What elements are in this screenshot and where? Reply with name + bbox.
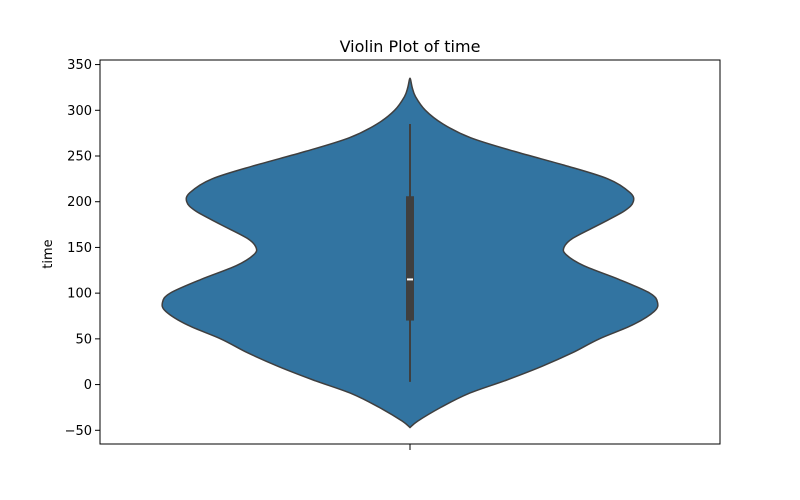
y-tick-label: 300 [67, 104, 92, 119]
y-tick-label: 150 [67, 241, 92, 256]
y-tick-label: 200 [67, 195, 92, 210]
y-tick-label: 50 [75, 332, 92, 347]
y-tick-label: 100 [67, 287, 92, 302]
y-tick-label: 250 [67, 150, 92, 165]
y-axis-label: time [41, 239, 56, 268]
violin-iqr-box [406, 196, 414, 321]
chart-title: Violin Plot of time [340, 37, 481, 56]
y-tick-label: 350 [67, 58, 92, 73]
y-tick-label: −50 [65, 424, 92, 439]
violin-layer [161, 77, 659, 429]
y-axis-ticks: −50 0 50 100 150 200 250 300 350 [65, 58, 100, 439]
y-tick-label: 0 [84, 378, 92, 393]
